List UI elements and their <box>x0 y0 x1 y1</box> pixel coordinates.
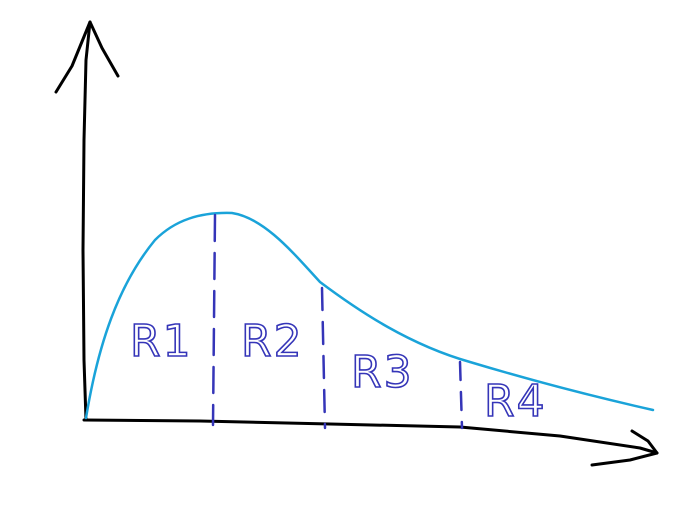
x-axis <box>82 418 659 455</box>
region-label-r4: R4 <box>484 376 547 427</box>
divider-1 <box>211 213 217 427</box>
divider-3 <box>458 360 464 430</box>
arrow-right-icon <box>590 429 659 467</box>
arrow-up-icon <box>54 20 120 94</box>
divider-2 <box>320 286 327 430</box>
region-label-r3: R3 <box>351 347 414 398</box>
distribution-curve <box>84 211 655 420</box>
y-axis <box>81 20 92 422</box>
region-dividers <box>211 213 464 430</box>
region-label-r1: R1 <box>130 316 193 367</box>
region-label-r2: R2 <box>241 316 304 367</box>
